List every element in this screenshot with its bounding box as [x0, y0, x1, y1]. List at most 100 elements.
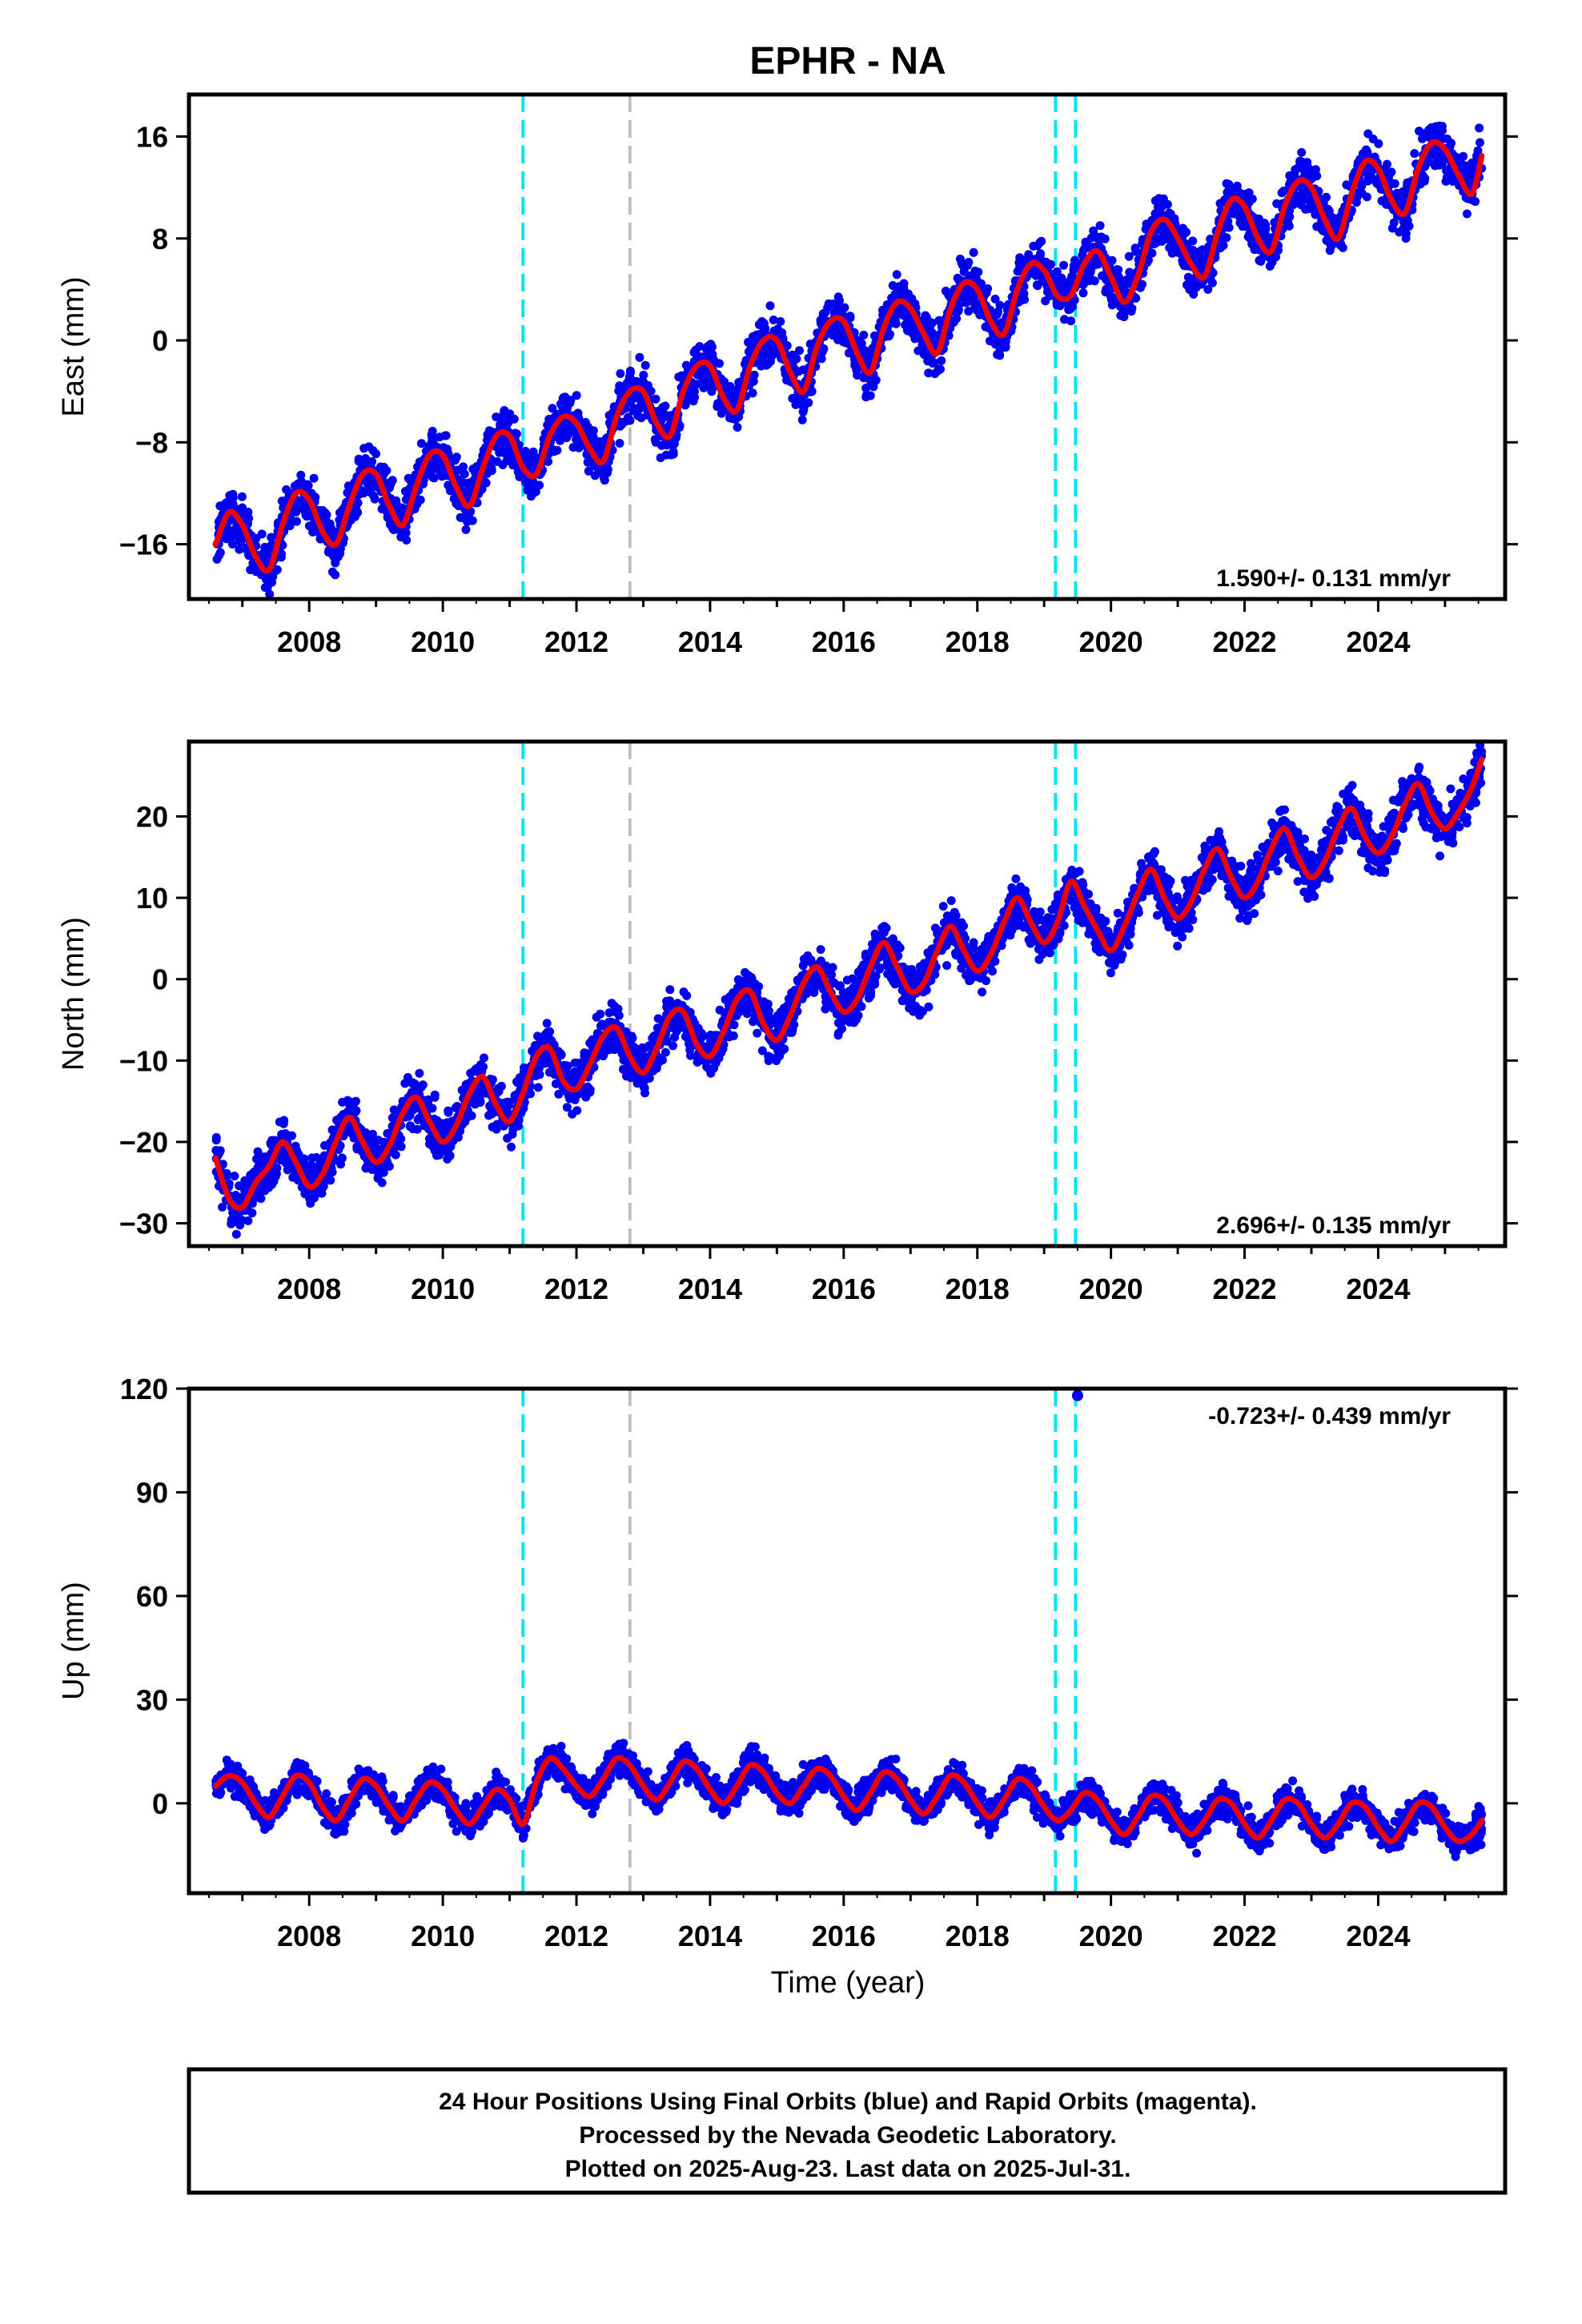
east-rate-label: 1.590+/- 0.131 mm/yr — [1216, 565, 1451, 592]
east-point — [1182, 227, 1191, 237]
east-x-tick-label-5: 2018 — [946, 625, 1010, 658]
east-point — [715, 359, 724, 368]
north-point — [256, 1194, 266, 1204]
east-point — [1283, 219, 1293, 227]
east-point — [1301, 204, 1311, 214]
north-point — [604, 1008, 614, 1018]
north-point — [534, 1063, 544, 1073]
east-point — [528, 447, 538, 456]
east-point — [1033, 241, 1042, 251]
east-point — [487, 427, 496, 436]
east-point — [303, 480, 313, 490]
north-point — [415, 1068, 424, 1078]
east-point — [528, 482, 537, 492]
east-point — [1066, 316, 1076, 326]
north-point — [508, 1129, 517, 1139]
north-point — [446, 1142, 456, 1152]
north-point — [661, 1047, 670, 1057]
north-point — [556, 1048, 565, 1058]
east-point — [626, 368, 635, 377]
north-point — [337, 1153, 347, 1163]
north-point — [604, 1041, 614, 1051]
east-point — [416, 439, 426, 448]
east-point — [1400, 223, 1410, 233]
east-point — [224, 497, 234, 507]
east-point — [1363, 129, 1373, 139]
east-point — [318, 506, 327, 515]
east-point — [661, 401, 670, 411]
east-point — [1362, 192, 1371, 202]
east-point — [495, 442, 504, 452]
east-point — [1033, 281, 1042, 291]
north-point — [507, 1142, 516, 1152]
east-point — [292, 517, 301, 526]
east-point — [615, 439, 624, 448]
east-point — [282, 485, 291, 494]
east-point — [277, 549, 287, 559]
north-point — [496, 1081, 506, 1091]
east-point — [521, 478, 531, 488]
east-point — [725, 382, 735, 391]
east-point — [797, 415, 807, 424]
east-point — [468, 516, 477, 525]
east-y-tick-label-4: 16 — [136, 121, 168, 154]
east-point — [1441, 176, 1451, 186]
north-point — [211, 1136, 221, 1145]
east-y-axis-label: East (mm) — [57, 276, 90, 416]
north-point — [510, 1091, 520, 1100]
north-point — [287, 1131, 297, 1140]
east-point — [1162, 199, 1172, 209]
east-point — [455, 465, 464, 475]
east-x-tick-label-8: 2024 — [1346, 625, 1410, 658]
north-point — [484, 1111, 493, 1120]
east-point — [733, 423, 742, 432]
east-point — [359, 444, 369, 453]
north-point — [218, 1202, 227, 1212]
east-point — [713, 399, 723, 408]
east-point — [385, 483, 395, 493]
east-point — [1299, 192, 1308, 202]
north-point — [588, 1035, 597, 1044]
north-point — [374, 1164, 383, 1173]
east-point — [553, 432, 563, 442]
east-point — [707, 342, 717, 352]
east-y-tick-label-3: 8 — [152, 223, 168, 255]
east-point — [265, 589, 275, 599]
north-point — [572, 1106, 582, 1116]
north-point — [227, 1219, 236, 1228]
north-point — [243, 1216, 253, 1225]
east-point — [461, 525, 471, 534]
east-y-tick-label-1: −8 — [135, 426, 168, 459]
east-point — [481, 478, 491, 488]
east-point — [604, 411, 614, 420]
east-point — [484, 466, 494, 476]
east-point — [351, 505, 361, 514]
east-point — [1082, 239, 1092, 249]
east-point — [370, 494, 379, 504]
north-point — [403, 1072, 412, 1082]
east-point — [1272, 199, 1282, 208]
east-point — [1298, 157, 1307, 167]
east-point — [452, 452, 461, 462]
east-x-tick-label-6: 2020 — [1079, 625, 1143, 658]
east-point — [627, 396, 636, 405]
east-point — [309, 473, 319, 483]
east-x-tick-label-7: 2022 — [1212, 625, 1276, 658]
north-point — [215, 1148, 225, 1156]
north-point — [614, 1011, 624, 1020]
east-point — [387, 476, 397, 485]
east-point — [1322, 192, 1331, 202]
east-point — [572, 391, 581, 400]
east-point — [401, 528, 411, 537]
east-point — [1124, 251, 1134, 261]
east-point — [1014, 258, 1024, 267]
east-point — [1095, 221, 1105, 231]
east-point — [359, 489, 368, 498]
east-point — [498, 460, 508, 469]
north-point — [319, 1181, 328, 1191]
east-point — [937, 356, 946, 365]
north-point — [626, 1034, 636, 1043]
